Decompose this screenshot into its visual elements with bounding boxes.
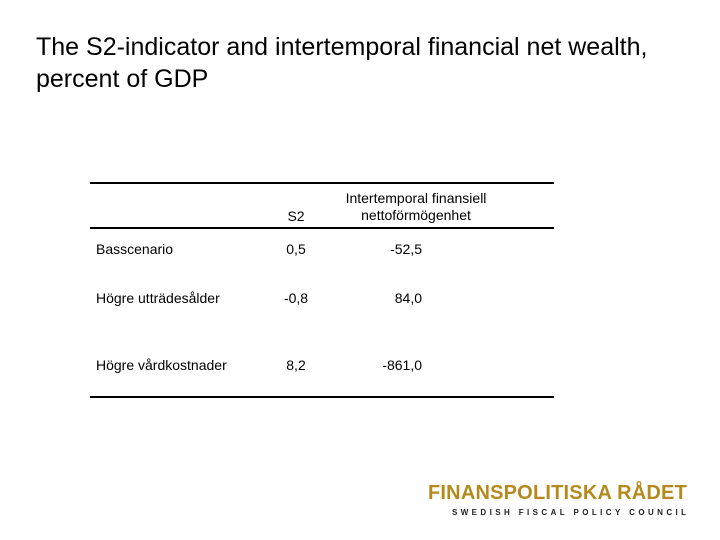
- row-s2-value: 0,5: [286, 241, 306, 257]
- row-label: Basscenario: [96, 241, 174, 257]
- row-wealth-value: -861,0: [382, 357, 422, 373]
- slide-title: The S2-indicator and intertemporal finan…: [36, 33, 648, 93]
- logo-name: FINANSPOLITISKA RÅDET: [428, 482, 688, 504]
- table-header-rule: [90, 227, 554, 229]
- row-s2-value: 8,2: [286, 357, 306, 373]
- row-wealth-value: -52,5: [390, 241, 422, 257]
- row-label: Högre vårdkostnader: [96, 357, 227, 373]
- row-wealth-value: 84,0: [394, 290, 422, 306]
- row-label: Högre utträdesålder: [96, 290, 220, 306]
- column-header-s2: S2: [287, 208, 305, 224]
- row-s2-value: -0,8: [283, 290, 309, 306]
- table-bottom-rule: [90, 396, 554, 398]
- logo-subtitle: SWEDISH FISCAL POLICY COUNCIL: [452, 508, 690, 517]
- column-header-wealth: Intertemporal finansiell nettoförmögenhe…: [345, 190, 487, 223]
- table-top-rule: [90, 182, 554, 184]
- council-logo: FINANSPOLITISKA RÅDET SWEDISH FISCAL POL…: [428, 482, 700, 518]
